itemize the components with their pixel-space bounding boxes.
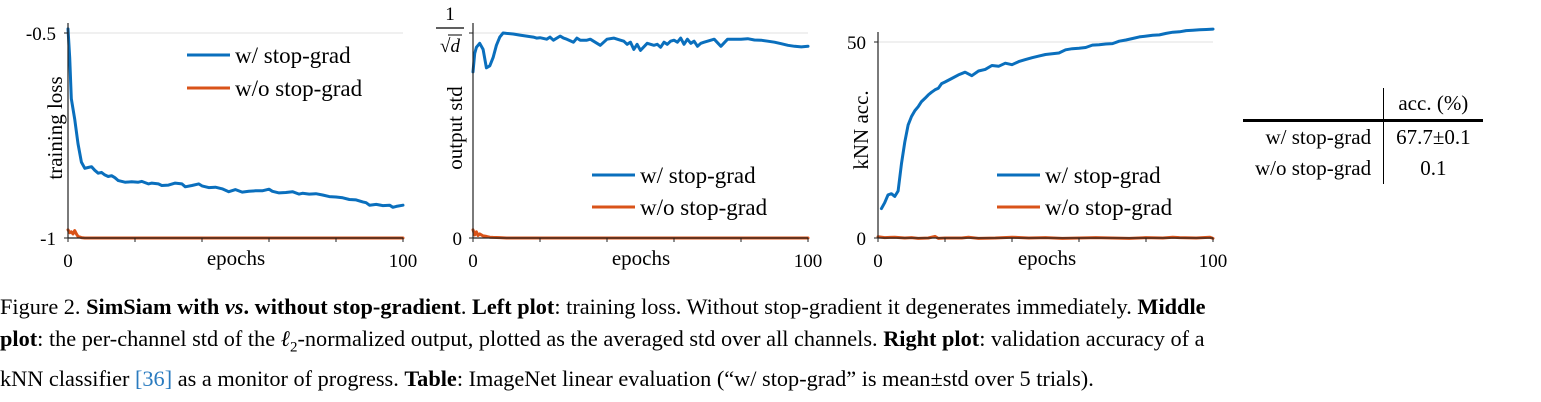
x-axis-label: epochs <box>1018 246 1076 270</box>
caption-text: -normalized output, plotted as the avera… <box>297 325 884 351</box>
x-axis-label: epochs <box>207 246 265 270</box>
y-tick-label-top: 1 √d <box>436 4 464 57</box>
legend-label-w-stop-grad: w/ stop-grad <box>640 163 756 188</box>
x-tick-label-start: 0 <box>873 251 883 272</box>
table-header-corner <box>1243 88 1385 121</box>
caption-text: : training loss. Without stop-gradient i… <box>554 294 1138 319</box>
legend-label-wo-stop-grad: w/o stop-grad <box>235 76 363 101</box>
series-line-w-stop-grad <box>471 31 810 74</box>
caption-bold-plot: plot <box>0 325 38 351</box>
caption-title-part: SimSiam with <box>86 294 225 319</box>
legend-label-wo-stop-grad: w/o stop-grad <box>640 195 768 220</box>
caption-line-3: kNN classifier [36] as a monitor of prog… <box>0 363 1541 395</box>
series-line-w-stop-grad <box>879 27 1215 211</box>
y-tick-numerator: 1 <box>445 4 455 25</box>
x-tick-label-start: 0 <box>63 251 73 272</box>
caption-math-ell: ℓ <box>280 325 290 351</box>
y-tick-label-top: 50 <box>847 33 866 54</box>
caption-bold-middle: Middle <box>1137 294 1206 319</box>
y-tick-label-bottom: -1 <box>40 229 56 250</box>
table-cell-method: w/o stop-grad <box>1243 153 1385 184</box>
y-tick-label-bottom: 0 <box>453 229 463 250</box>
legend-label-w-stop-grad: w/ stop-grad <box>235 43 351 68</box>
middle-plot: output std epochs 1 √d 0 0 100 w/ stop-g… <box>436 4 822 272</box>
table-header-acc: acc. (%) <box>1398 91 1469 115</box>
caption-title-part: . without stop-gradient <box>243 294 461 319</box>
table-row: w/o stop-grad 0.1 <box>1243 153 1483 184</box>
caption-math-sub: 2 <box>289 338 298 355</box>
table-header-row: acc. (%) <box>1243 88 1483 121</box>
table-cell-method: w/ stop-grad <box>1243 120 1385 153</box>
caption-text: : the per-channel std of the <box>37 325 281 351</box>
caption-text: kNN classifier <box>0 366 135 392</box>
y-axis-label: training loss <box>43 76 67 179</box>
series-line-wo-stop-grad <box>471 228 810 240</box>
y-tick-denominator: √d <box>440 36 460 57</box>
x-tick-label-end: 100 <box>1199 251 1228 272</box>
table-cell-acc: 67.7±0.1 <box>1396 125 1471 149</box>
caption-text: as a monitor of progress. <box>172 366 405 392</box>
right-plot: kNN acc. epochs 50 0 0 100 w/ stop-grad … <box>847 27 1228 272</box>
legend: w/ stop-grad w/o stop-grad <box>997 163 1173 220</box>
series-line-wo-stop-grad <box>66 228 405 240</box>
table-row: w/ stop-grad 67.7±0.1 <box>1243 120 1483 153</box>
caption-figure-number: Figure 2. <box>0 294 87 319</box>
x-tick-label-start: 0 <box>468 251 478 272</box>
y-axis-label: output std <box>443 86 467 170</box>
legend: w/ stop-grad w/o stop-grad <box>187 43 363 101</box>
legend-label-wo-stop-grad: w/o stop-grad <box>1045 195 1173 220</box>
series-line-w-stop-grad <box>66 27 405 209</box>
table-cell-acc: 0.1 <box>1420 156 1447 180</box>
citation-link[interactable]: [36] <box>134 366 173 392</box>
caption-bold-left-plot: Left plot <box>472 294 555 319</box>
caption-text: . <box>460 294 472 319</box>
caption-title-vs: vs <box>224 294 244 319</box>
caption-bold-table: Table <box>404 366 457 392</box>
caption-text: : ImageNet linear evaluation (“w/ stop-g… <box>456 366 1094 392</box>
legend-label-w-stop-grad: w/ stop-grad <box>1045 163 1161 188</box>
y-axis-label: kNN acc. <box>849 90 873 169</box>
caption-title: SimSiam with vs. without stop-gradient <box>86 294 461 319</box>
x-tick-label-end: 100 <box>389 251 418 272</box>
figure-caption: Figure 2. SimSiam with vs. without stop-… <box>0 291 1541 395</box>
caption-bold-right-plot: Right plot <box>883 325 980 351</box>
x-tick-label-end: 100 <box>794 251 823 272</box>
left-plot: training loss epochs -0.5 -1 0 100 w/ st… <box>26 23 417 272</box>
legend: w/ stop-grad w/o stop-grad <box>592 163 768 220</box>
x-axis-label: epochs <box>612 246 670 270</box>
caption-line-2: plot: the per-channel std of the ℓ2-norm… <box>0 323 1541 364</box>
results-table: acc. (%) w/ stop-grad 67.7±0.1 w/o stop-… <box>1243 88 1483 184</box>
figure-plots: training loss epochs -0.5 -1 0 100 w/ st… <box>26 4 1228 272</box>
caption-text: : validation accuracy of a <box>979 325 1205 351</box>
caption-line-1: Figure 2. SimSiam with vs. without stop-… <box>0 291 1541 323</box>
y-tick-label-bottom: 0 <box>857 229 867 250</box>
y-tick-label-top: -0.5 <box>26 24 56 45</box>
